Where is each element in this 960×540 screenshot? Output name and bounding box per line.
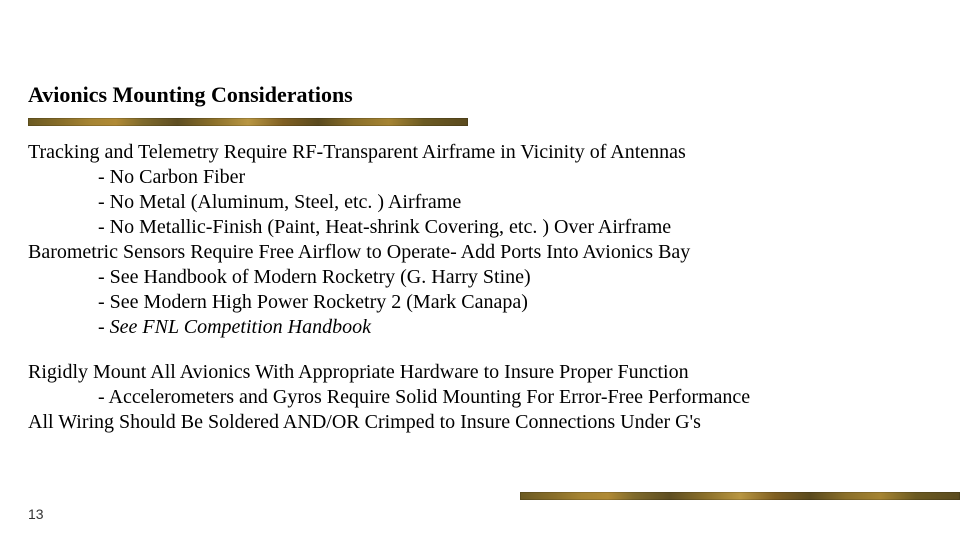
paragraph-1: Tracking and Telemetry Require RF-Transp… [28, 140, 932, 165]
bullet-1-3: - No Metallic-Finish (Paint, Heat-shrink… [28, 215, 932, 240]
bullet-1-2: - No Metal (Aluminum, Steel, etc. ) Airf… [28, 190, 932, 215]
bullet-3-1: - Accelerometers and Gyros Require Solid… [28, 385, 932, 410]
bullet-2-1: - See Handbook of Modern Rocketry (G. Ha… [28, 265, 932, 290]
slide-title: Avionics Mounting Considerations [28, 82, 353, 108]
paragraph-4: All Wiring Should Be Soldered AND/OR Cri… [28, 410, 932, 435]
spacer [28, 340, 932, 360]
slide: Avionics Mounting Considerations Trackin… [0, 0, 960, 540]
paragraph-3: Rigidly Mount All Avionics With Appropri… [28, 360, 932, 385]
divider-bottom [520, 492, 960, 500]
bullet-2-3: - See FNL Competition Handbook [28, 315, 932, 340]
bullet-1-1: - No Carbon Fiber [28, 165, 932, 190]
divider-top [28, 118, 468, 126]
slide-body: Tracking and Telemetry Require RF-Transp… [28, 140, 932, 435]
paragraph-2: Barometric Sensors Require Free Airflow … [28, 240, 932, 265]
page-number: 13 [28, 506, 44, 522]
bullet-2-2: - See Modern High Power Rocketry 2 (Mark… [28, 290, 932, 315]
